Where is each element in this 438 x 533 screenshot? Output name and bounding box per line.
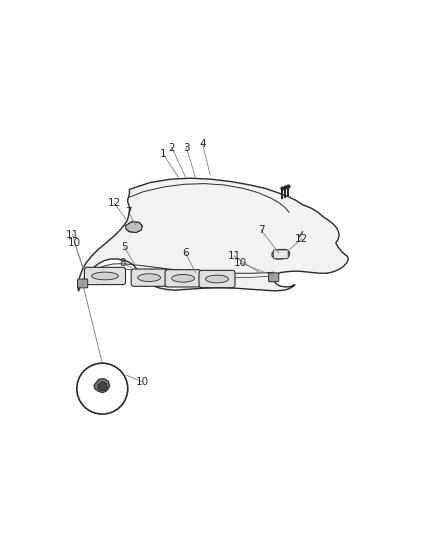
Circle shape <box>77 363 128 414</box>
FancyBboxPatch shape <box>273 250 288 259</box>
Text: 7: 7 <box>125 207 132 217</box>
Text: 12: 12 <box>107 198 121 208</box>
Text: 2: 2 <box>169 143 175 152</box>
Text: 11: 11 <box>227 251 240 261</box>
Polygon shape <box>98 382 107 391</box>
Text: 12: 12 <box>295 233 308 244</box>
FancyBboxPatch shape <box>165 270 201 287</box>
Polygon shape <box>94 378 110 393</box>
FancyBboxPatch shape <box>85 267 126 285</box>
Text: 8: 8 <box>119 258 126 268</box>
Text: 3: 3 <box>183 143 190 152</box>
Ellipse shape <box>138 274 161 281</box>
Text: 11: 11 <box>66 230 79 239</box>
Text: 10: 10 <box>68 238 81 248</box>
FancyBboxPatch shape <box>131 269 167 286</box>
Ellipse shape <box>92 272 118 280</box>
Text: 5: 5 <box>121 242 127 252</box>
Text: 1: 1 <box>160 149 167 159</box>
Polygon shape <box>125 222 142 232</box>
Ellipse shape <box>172 274 194 282</box>
FancyBboxPatch shape <box>199 270 235 288</box>
FancyBboxPatch shape <box>268 273 279 282</box>
Text: 4: 4 <box>199 139 206 149</box>
Polygon shape <box>78 178 348 291</box>
Text: 7: 7 <box>258 225 265 235</box>
Ellipse shape <box>205 275 229 283</box>
Text: 10: 10 <box>234 258 247 268</box>
Text: 6: 6 <box>182 248 189 258</box>
Polygon shape <box>272 249 290 259</box>
Text: 10: 10 <box>136 377 149 387</box>
FancyBboxPatch shape <box>78 279 88 288</box>
